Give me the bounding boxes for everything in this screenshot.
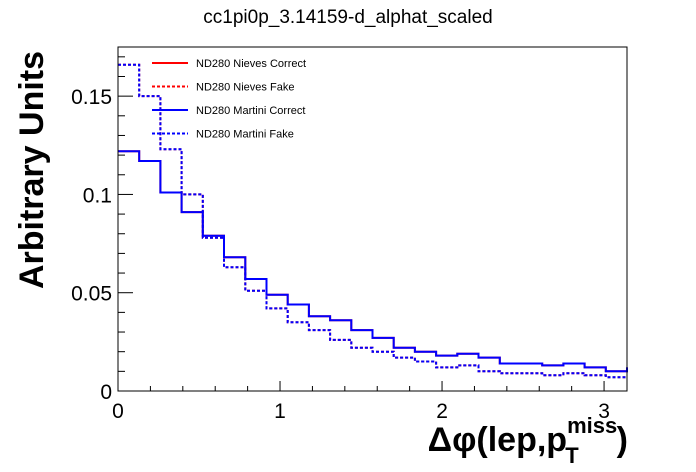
x-axis-label-main: Δφ(lep,p	[428, 421, 567, 459]
tick-label-layer: 0 1 2 3 0 0.05 0.1 0.15	[71, 86, 610, 423]
x-tick-label: 1	[274, 400, 286, 423]
legend: ND280 Nieves Correct ND280 Nieves Fake ND2…	[152, 58, 306, 141]
y-tick-label: 0.15	[71, 86, 112, 109]
y-axis-label: Arbitrary Units	[13, 51, 51, 289]
series-layer	[118, 63, 628, 379]
x-axis-label: Δφ(lep,pmiss T)	[428, 413, 628, 468]
legend-label-2: ND280 Martini Correct	[196, 105, 305, 117]
x-tick-label: 0	[112, 400, 124, 423]
y-tick-label: 0.05	[71, 283, 112, 306]
axis-layer	[117, 46, 628, 392]
x-tick-label: 2	[436, 400, 448, 423]
legend-label-1: ND280 Nieves Fake	[196, 82, 294, 94]
x-axis-label-sub: T	[565, 443, 579, 468]
x-axis-label-close: )	[617, 421, 628, 459]
chart-title: cc1pi0p_3.14159-d_alphat_scaled	[203, 7, 492, 28]
y-tick-label: 0.1	[83, 184, 112, 207]
y-tick-label: 0	[100, 381, 112, 404]
x-tick-label: 3	[598, 400, 610, 423]
legend-label-0: ND280 Nieves Correct	[196, 58, 306, 70]
series-line-3	[118, 63, 627, 379]
plot-frame	[117, 46, 628, 392]
legend-label-3: ND280 Martini Fake	[196, 129, 294, 141]
x-axis-label-sup: miss	[567, 413, 617, 438]
